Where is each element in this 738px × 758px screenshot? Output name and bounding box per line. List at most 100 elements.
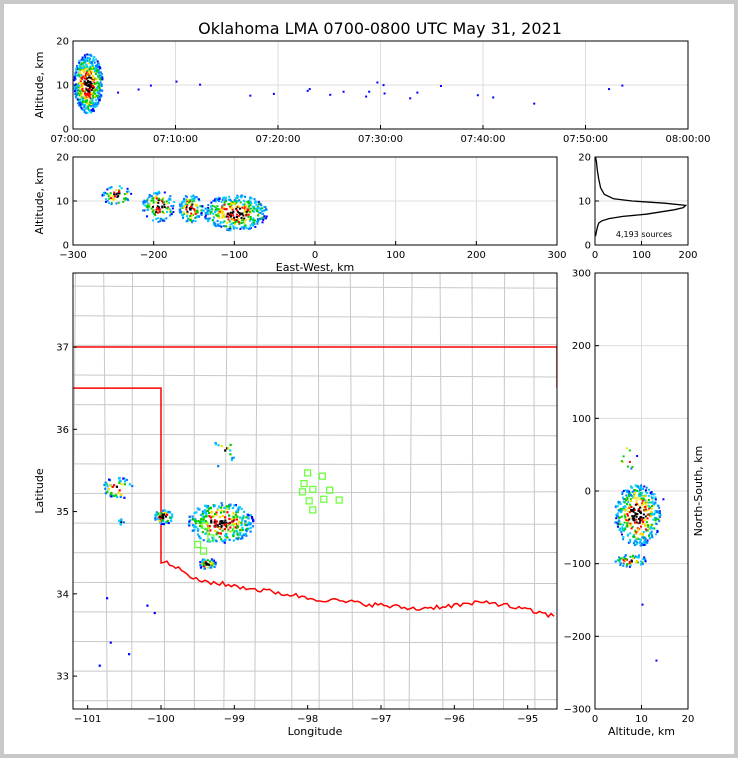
lma-source-cell: [225, 521, 228, 525]
lma-source-cell: [238, 506, 241, 509]
lma-source-cell: [172, 211, 175, 214]
lma-source-cell: [79, 86, 82, 89]
lma-source-cell: [255, 203, 258, 206]
lma-source-cell: [241, 212, 244, 215]
lma-source-cell: [630, 467, 633, 470]
lma-source-cell: [625, 519, 628, 522]
lma-source-cell: [77, 73, 80, 76]
lma-source-cell: [626, 522, 629, 525]
lma-source-cell: [186, 204, 189, 207]
lma-source-cell: [108, 478, 111, 481]
lma-source-cell: [254, 225, 257, 228]
plot-frame: [72, 40, 689, 130]
lma-source-cell: [641, 561, 644, 564]
lma-source-cell: [181, 205, 184, 208]
lma-source-cell: [249, 526, 252, 529]
county-line: [73, 699, 557, 702]
lma-source-cell: [101, 194, 104, 197]
lma-source-cell: [87, 62, 90, 65]
lma-source-cell: [99, 84, 102, 87]
lma-source-cell: [238, 211, 241, 214]
lma-source-cell: [85, 95, 88, 98]
lma-source-cell: [647, 504, 650, 507]
lma-source-cell: [223, 523, 226, 527]
lma-source-cell: [261, 207, 264, 210]
lma-source-cell: [148, 193, 151, 196]
y-axis-label: Altitude, km: [33, 51, 46, 118]
lma-source-cell: [98, 65, 101, 68]
lma-source-cell: [152, 199, 155, 202]
lma-source-cell: [117, 201, 120, 204]
lma-source-cell: [98, 98, 101, 101]
lma-source-cell: [202, 563, 206, 566]
lma-source-cell: [204, 560, 207, 563]
lma-source-cell: [101, 76, 104, 79]
lma-source-cell: [196, 533, 200, 536]
lma-station-marker: [309, 485, 317, 493]
lma-source-cell: [146, 204, 149, 207]
lma-source-cell: [226, 507, 229, 511]
x-tick-label: 0: [592, 250, 598, 261]
lma-source-point: [382, 84, 385, 87]
lma-source-cell: [243, 207, 246, 210]
lma-source-cell: [96, 91, 99, 94]
lma-source-cell: [230, 213, 233, 216]
lma-source-cell: [200, 562, 204, 566]
lma-source-cell: [634, 503, 637, 506]
lma-source-cell: [626, 533, 629, 536]
y-tick-label: 0: [585, 241, 591, 252]
lma-source-cell: [211, 204, 214, 207]
lma-source-cell: [220, 209, 223, 212]
lma-source-cell: [195, 210, 198, 213]
lma-source-cell: [644, 541, 647, 544]
lma-source-cell: [83, 92, 86, 95]
lma-source-cell: [110, 203, 113, 206]
lma-source-cell: [115, 193, 118, 196]
lma-source-point: [416, 91, 419, 94]
lma-source-cell: [235, 200, 238, 203]
lma-source-cell: [625, 557, 628, 560]
lma-source-cell: [239, 516, 242, 519]
lma-source-cell: [241, 517, 244, 520]
lma-source-cell: [239, 533, 242, 536]
lma-source-cell: [236, 200, 239, 203]
lma-source-cell: [192, 529, 195, 532]
lma-source-cell: [227, 507, 231, 510]
x-tick-label: 100: [386, 250, 405, 261]
lma-source-cell: [228, 514, 231, 517]
lma-source-cell: [628, 506, 631, 509]
lma-source-cell: [110, 491, 113, 495]
lma-source-cell: [244, 532, 247, 535]
lma-source-cell: [75, 87, 78, 90]
lma-source-cell: [260, 207, 263, 210]
lma-source-cell: [255, 220, 258, 223]
lma-source-cell: [186, 200, 189, 203]
lma-source-cell: [74, 96, 77, 99]
lma-source-cell: [627, 490, 630, 493]
lma-source-cell: [224, 506, 227, 510]
lma-source-cell: [181, 201, 184, 204]
lma-source-cell: [263, 216, 266, 219]
lma-source-cell: [253, 222, 256, 225]
lma-source-point: [492, 96, 495, 99]
lma-source-cell: [212, 223, 215, 226]
lma-source-cell: [198, 535, 201, 538]
lma-source-cell: [626, 507, 629, 510]
lma-source-cell: [194, 203, 197, 206]
lma-source-cell: [646, 492, 649, 495]
lma-source-cell: [255, 201, 258, 204]
lma-station-marker: [320, 495, 328, 503]
lma-source-point: [608, 88, 611, 91]
lma-source-cell: [108, 484, 112, 487]
lma-source-cell: [165, 207, 168, 210]
lma-source-cell: [232, 522, 235, 526]
lma-source-cell: [634, 512, 637, 515]
lma-source-cell: [622, 528, 625, 531]
lma-source-cell: [216, 208, 219, 211]
lma-source-point: [476, 94, 479, 97]
lma-source-cell: [119, 518, 122, 522]
lma-source-cell: [257, 200, 260, 203]
lma-source-cell: [104, 481, 107, 484]
lma-source-cell: [637, 486, 640, 489]
lma-source-cell: [651, 536, 654, 539]
